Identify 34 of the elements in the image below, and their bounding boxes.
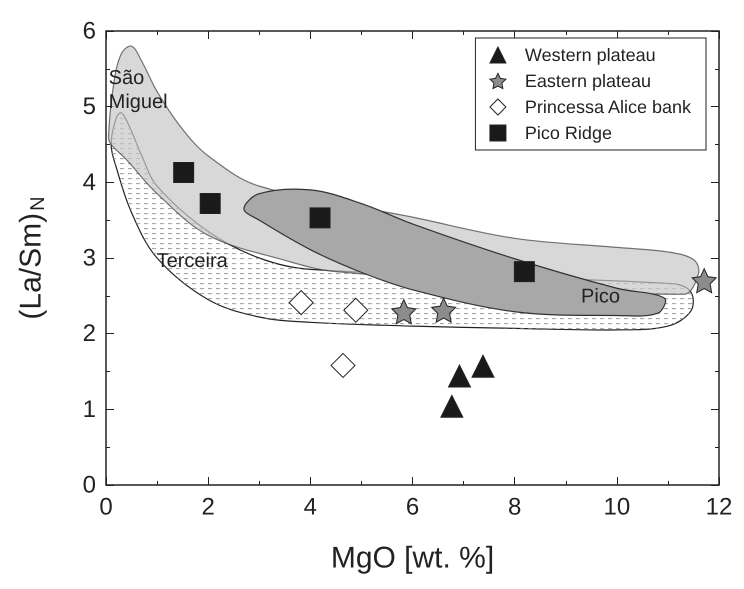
legend-label: Princessa Alice bank bbox=[524, 97, 692, 117]
y-tick-label: 1 bbox=[82, 396, 96, 423]
x-tick-label: 0 bbox=[99, 494, 113, 520]
x-tick-label: 4 bbox=[304, 494, 318, 520]
point bbox=[391, 299, 416, 324]
x-tick-label: 2 bbox=[201, 494, 215, 520]
x-tick-label: 12 bbox=[706, 494, 732, 520]
annotation: Pico bbox=[581, 286, 620, 308]
point bbox=[200, 193, 221, 214]
x-tick-label: 8 bbox=[508, 494, 522, 520]
x-axis-title: MgO [wt. %] bbox=[330, 542, 494, 574]
y-tick-label: 0 bbox=[82, 472, 96, 498]
point bbox=[310, 207, 331, 228]
point bbox=[514, 261, 535, 282]
y-axis-title: (La/Sm)N bbox=[14, 196, 49, 320]
point bbox=[440, 394, 464, 418]
x-tick-label: 6 bbox=[406, 494, 420, 520]
point bbox=[448, 364, 471, 388]
x-tick-label: 10 bbox=[603, 494, 630, 520]
y-tick-label: 2 bbox=[82, 320, 96, 348]
y-tick-label: 3 bbox=[82, 244, 96, 272]
legend-label: Eastern plateau bbox=[524, 71, 652, 91]
y-tick-label: 5 bbox=[82, 93, 96, 120]
legend-label: Western plateau bbox=[524, 45, 656, 65]
y-tick-label: 4 bbox=[82, 168, 96, 196]
point bbox=[471, 354, 494, 378]
legend-label: Pico Ridge bbox=[524, 123, 612, 143]
point bbox=[692, 268, 717, 294]
y-tick-label: 6 bbox=[82, 18, 96, 44]
point bbox=[330, 352, 356, 378]
point bbox=[288, 290, 314, 316]
point bbox=[173, 162, 194, 183]
point bbox=[431, 298, 456, 323]
point bbox=[343, 298, 368, 323]
